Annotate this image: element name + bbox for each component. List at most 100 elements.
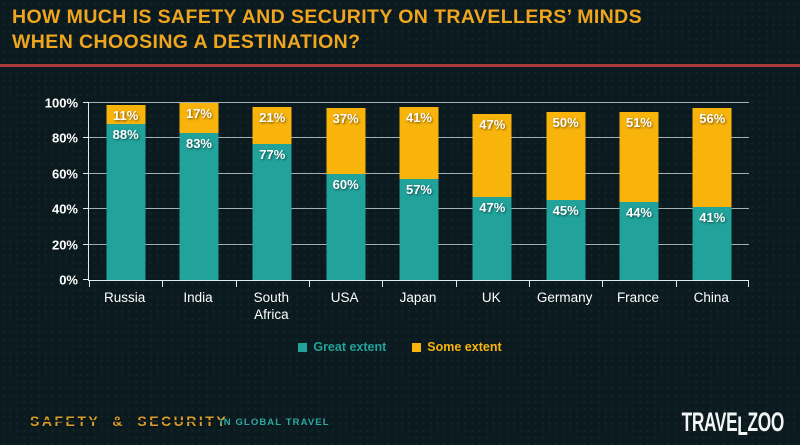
category-label: France xyxy=(616,290,659,305)
travelzoo-logo: TRAVELZOO xyxy=(681,407,785,440)
bar-value-label: 11% xyxy=(113,107,139,123)
bar-column-usa: 60% 37% xyxy=(309,103,382,280)
category-label: Germany xyxy=(536,290,593,305)
x-axis-tick xyxy=(308,281,310,287)
bar-segment-some-extent: 41% xyxy=(399,106,439,180)
category-label: India xyxy=(183,290,213,305)
bar-segment-great-extent: 47% xyxy=(472,196,512,280)
bar-value-label: 47% xyxy=(479,199,506,215)
bar-column-uk: 47% 47% xyxy=(456,103,529,280)
bar-segment-great-extent: 77% xyxy=(252,143,292,280)
red-divider-line xyxy=(0,64,800,67)
y-axis-tick xyxy=(83,279,89,280)
legend-label: Some extent xyxy=(427,340,502,354)
x-axis-tick xyxy=(89,281,90,287)
bar-value-label: 60% xyxy=(332,176,359,192)
bar-value-label: 88% xyxy=(112,127,139,143)
footer-tagline: IN GLOBAL TRAVEL xyxy=(220,417,330,428)
page-title: HOW MUCH IS SAFETY AND SECURITY ON TRAVE… xyxy=(12,5,792,55)
legend-item-great-extent: Great extent xyxy=(298,340,386,354)
stacked-bar: 60% 37% xyxy=(326,103,366,280)
bar-value-label: 83% xyxy=(185,136,212,152)
x-axis-tick xyxy=(748,281,749,287)
category-label: USA xyxy=(330,290,359,305)
bar-value-label: 41% xyxy=(405,109,432,125)
stacked-bar: 88% 11% xyxy=(106,103,146,280)
bar-segment-some-extent: 47% xyxy=(472,113,512,197)
bar-value-label: 21% xyxy=(259,109,286,125)
x-axis-tick xyxy=(235,281,237,287)
gridline-100 xyxy=(89,102,749,103)
bar-column-south-africa: 77% 21% xyxy=(236,103,309,280)
stacked-bar: 45% 50% xyxy=(546,103,586,280)
bar-column-france: 44% 51% xyxy=(602,103,675,280)
bar-value-label: 37% xyxy=(332,111,359,127)
bar-column-russia: 88% 11% xyxy=(89,103,162,280)
y-axis-tick xyxy=(83,137,89,139)
bar-segment-great-extent: 44% xyxy=(619,202,659,280)
x-axis-tick xyxy=(455,281,457,287)
x-axis-tick xyxy=(602,281,604,287)
chart-legend: Great extent Some extent xyxy=(0,340,800,354)
footer-brand: SAFETY & SECURITY xyxy=(30,413,229,429)
bar-segment-some-extent: 37% xyxy=(326,108,366,174)
y-axis-tick-label: 40% xyxy=(51,201,78,217)
y-axis-labels: 0% 20% 40% 60% 80% 100% xyxy=(0,96,80,288)
x-axis-labels: Russia India South Africa USA Japan UK Germany… xyxy=(88,289,748,323)
bar-value-label: 56% xyxy=(699,111,726,127)
page-title-line1: HOW MUCH IS SAFETY AND SECURITY ON TRAVE… xyxy=(12,6,643,28)
bar-segment-great-extent: 41% xyxy=(692,207,732,280)
legend-item-some-extent: Some extent xyxy=(412,340,502,354)
bar-value-label: 50% xyxy=(552,114,579,130)
y-axis-tick-label: 100% xyxy=(44,95,78,111)
y-axis-tick xyxy=(83,172,89,174)
bar-segment-some-extent: 17% xyxy=(179,103,219,134)
bar-column-germany: 45% 50% xyxy=(529,103,602,280)
y-axis-tick-label: 0% xyxy=(59,272,78,288)
bar-value-label: 41% xyxy=(699,210,726,226)
y-axis-tick-label: 20% xyxy=(51,237,78,253)
bar-segment-some-extent: 50% xyxy=(546,111,586,201)
page-title-line2: WHEN CHOOSING A DESTINATION? xyxy=(12,31,361,53)
y-axis-tick xyxy=(83,102,89,103)
stacked-bar: 77% 21% xyxy=(252,103,292,280)
stacked-bar: 47% 47% xyxy=(472,103,512,280)
legend-label: Great extent xyxy=(313,340,387,354)
x-axis-tick xyxy=(382,281,384,287)
stacked-bar: 83% 17% xyxy=(179,103,219,280)
bar-value-label: 44% xyxy=(625,205,652,221)
legend-swatch xyxy=(298,342,308,352)
bar-value-label: 51% xyxy=(625,114,652,130)
bar-segment-great-extent: 88% xyxy=(106,124,146,280)
bar-column-japan: 57% 41% xyxy=(382,103,455,280)
bar-segment-great-extent: 45% xyxy=(546,200,586,280)
bar-column-china: 41% 56% xyxy=(676,103,749,280)
bar-segment-some-extent: 56% xyxy=(692,108,732,208)
plot-area: 88% 11% 83% 17% 77% 21% 60% 37% 57% 41% 47% 47% 45% 5… xyxy=(83,102,749,287)
stacked-bar: 57% 41% xyxy=(399,103,439,280)
bar-value-label: 45% xyxy=(552,203,579,219)
category-label: UK xyxy=(481,290,501,305)
category-label: Russia xyxy=(104,290,146,305)
x-axis-line xyxy=(88,280,749,281)
bar-column-india: 83% 17% xyxy=(162,103,235,280)
bar-value-label: 47% xyxy=(479,116,506,132)
stacked-bar: 41% 56% xyxy=(692,103,732,280)
x-axis-tick xyxy=(162,281,164,287)
bar-segment-great-extent: 60% xyxy=(326,173,366,280)
bar-segment-great-extent: 83% xyxy=(179,133,219,280)
bar-value-label: 17% xyxy=(185,106,212,122)
category-label: Japan xyxy=(399,290,437,305)
logo-text-pre: TRAVE xyxy=(681,407,738,437)
bar-segment-some-extent: 11% xyxy=(106,104,146,125)
bar-segment-some-extent: 21% xyxy=(252,106,292,144)
bar-value-label: 57% xyxy=(405,182,432,198)
y-axis-tick-label: 80% xyxy=(51,130,78,146)
bar-segment-great-extent: 57% xyxy=(399,179,439,280)
bar-value-label: 77% xyxy=(259,146,286,162)
logo-text-drop: L xyxy=(737,411,748,441)
y-axis-tick xyxy=(83,208,89,210)
logo-text-post: ZOO xyxy=(747,407,785,437)
category-label: South Africa xyxy=(253,290,289,322)
